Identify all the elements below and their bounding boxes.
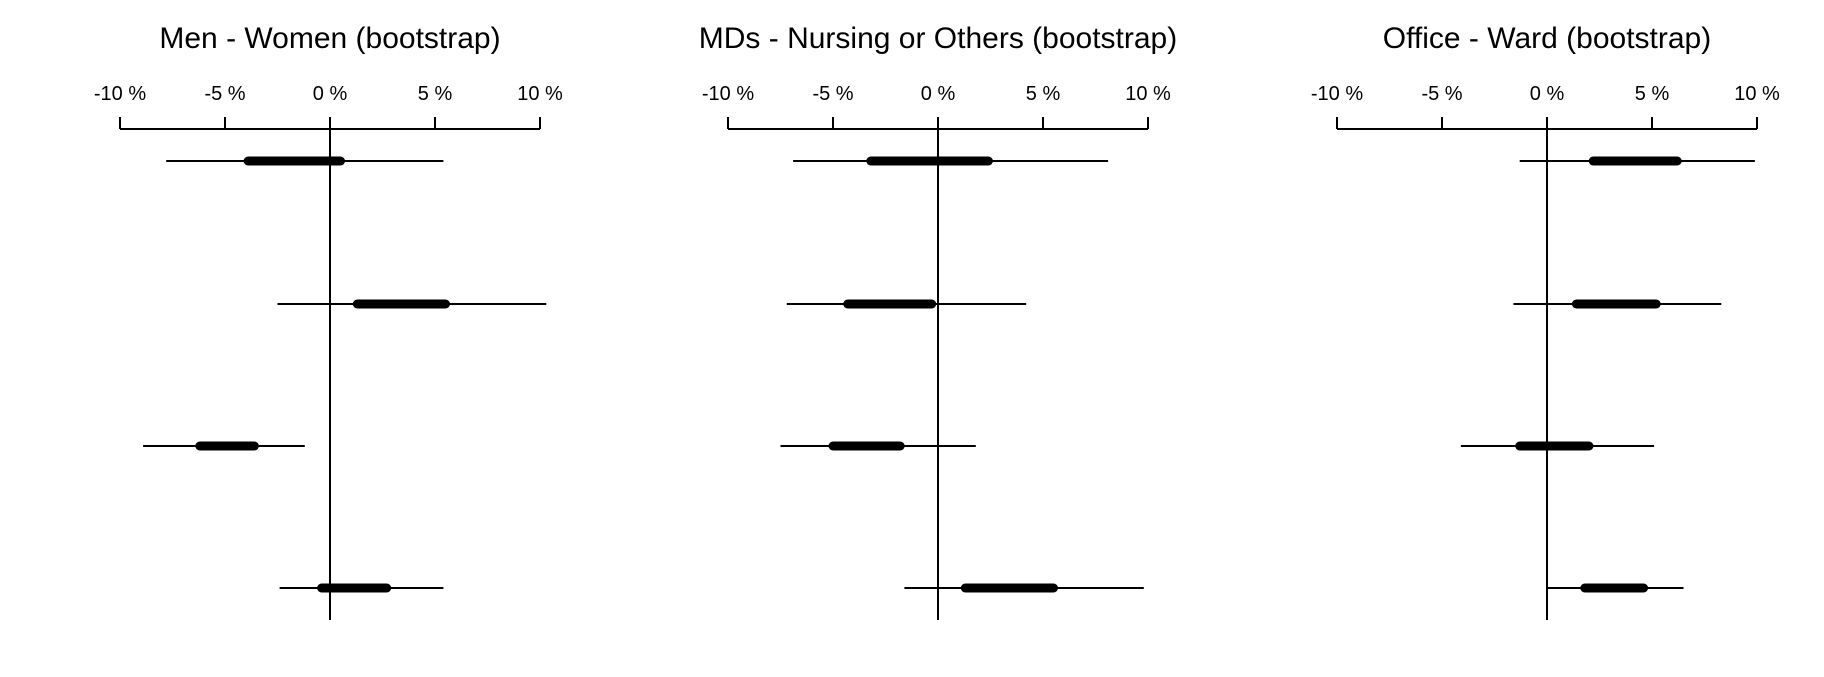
point-estimate: [889, 299, 899, 309]
x-tick-label: -5 %: [1421, 83, 1462, 105]
point-estimate: [399, 299, 408, 309]
point-estimate: [350, 583, 360, 593]
point-estimate: [1611, 299, 1621, 309]
point-estimate: [929, 156, 939, 166]
panel-title: MDs - Nursing or Others (bootstrap): [699, 22, 1177, 55]
point-estimate: [1550, 441, 1560, 451]
point-estimate: [1609, 583, 1619, 593]
point-estimate: [1630, 156, 1640, 166]
x-tick-label: 5 %: [418, 83, 453, 105]
point-estimate: [291, 156, 301, 166]
x-tick-label: -10 %: [1311, 83, 1363, 105]
x-tick-label: 5 %: [1026, 83, 1061, 105]
point-estimate: [862, 441, 872, 451]
x-tick-label: -10 %: [94, 83, 146, 105]
point-estimate: [220, 441, 230, 451]
x-tick-label: 10 %: [517, 83, 563, 105]
point-estimate: [1007, 583, 1016, 593]
x-tick-label: -10 %: [702, 83, 754, 105]
panel-title: Men - Women (bootstrap): [159, 22, 500, 55]
x-tick-label: 10 %: [1125, 83, 1171, 105]
x-tick-label: 0 %: [1530, 83, 1565, 105]
x-tick-label: 0 %: [313, 83, 348, 105]
x-tick-label: 0 %: [921, 83, 956, 105]
x-tick-label: 5 %: [1635, 83, 1670, 105]
x-tick-label: 10 %: [1734, 83, 1780, 105]
panel-title: Office - Ward (bootstrap): [1383, 22, 1711, 55]
x-tick-label: -5 %: [812, 83, 853, 105]
x-tick-label: -5 %: [204, 83, 245, 105]
